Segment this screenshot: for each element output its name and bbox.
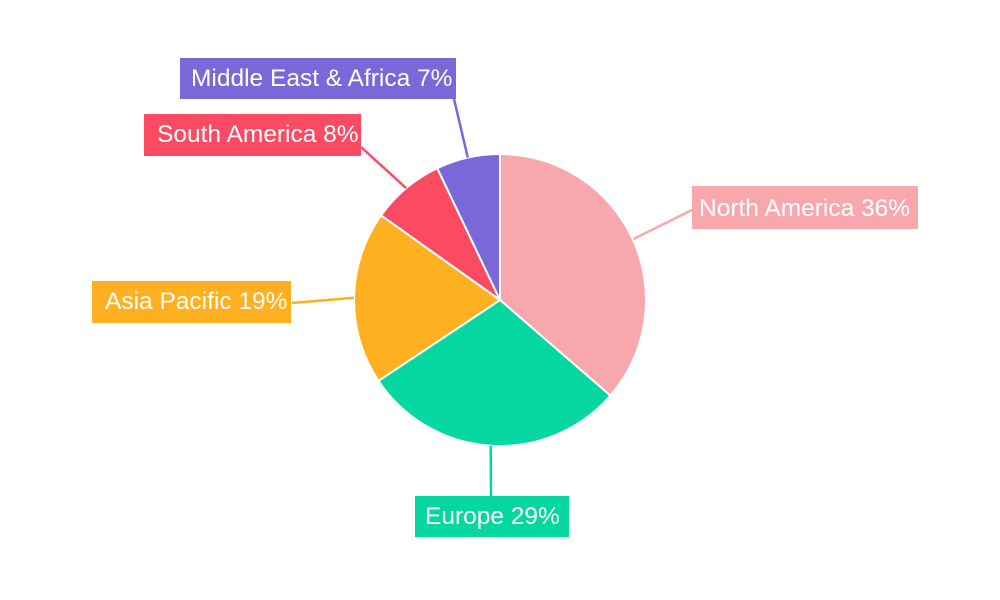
svg-text:North America 36%: North America 36% — [699, 195, 910, 222]
svg-text:Middle East & Africa 7%: Middle East & Africa 7% — [191, 65, 452, 92]
svg-text:South America 8%: South America 8% — [157, 121, 359, 148]
svg-text:Asia Pacific 19%: Asia Pacific 19% — [105, 288, 287, 315]
svg-text:Europe 29%: Europe 29% — [425, 503, 560, 530]
